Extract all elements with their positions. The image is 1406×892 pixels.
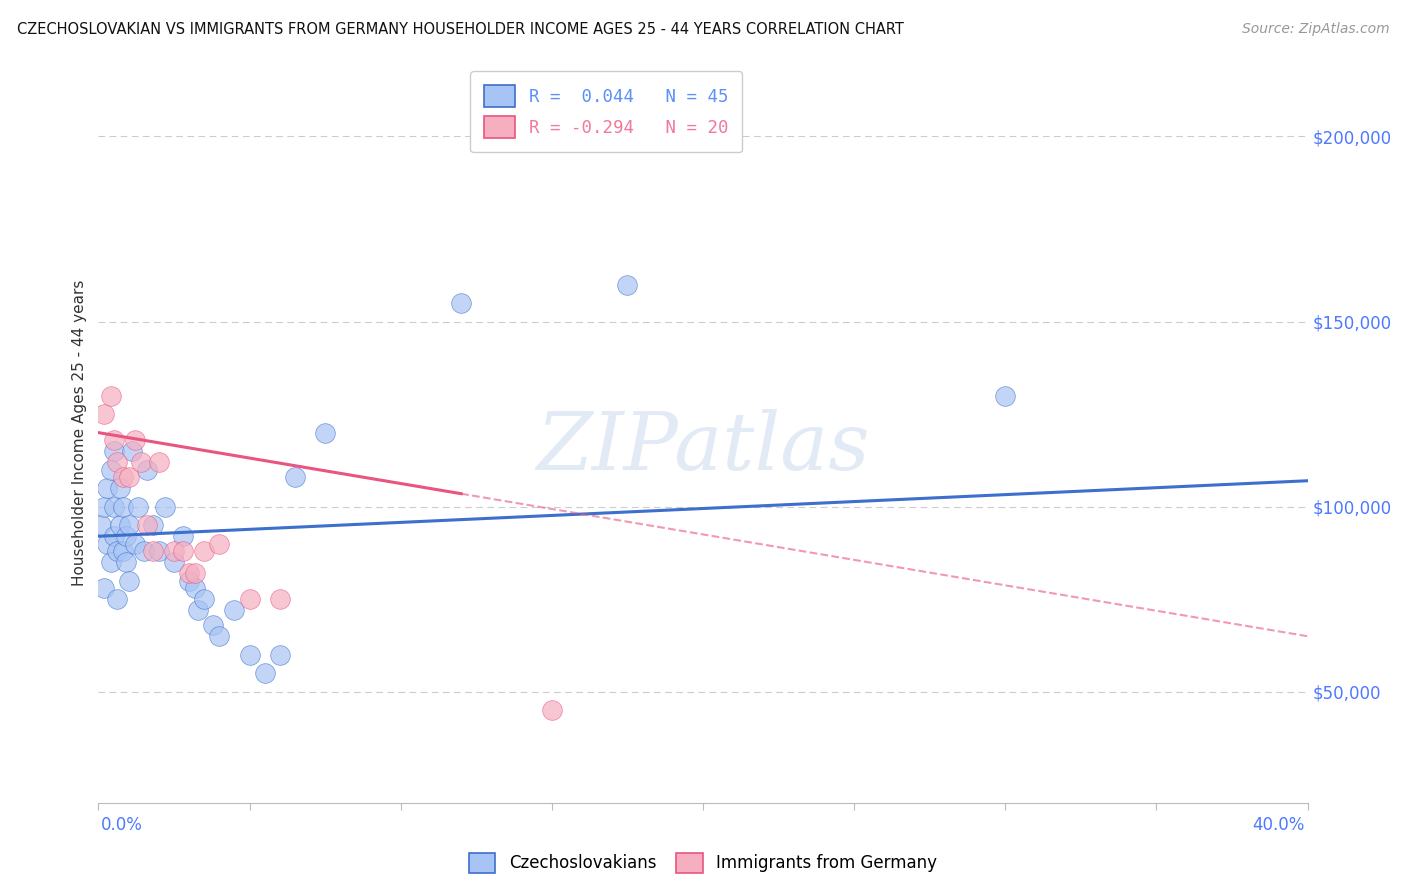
Point <box>103 529 125 543</box>
Point <box>93 500 115 514</box>
Point <box>193 592 215 607</box>
Point <box>124 536 146 550</box>
Point <box>208 536 231 550</box>
Text: ZIPatlas: ZIPatlas <box>536 409 870 486</box>
Text: Source: ZipAtlas.com: Source: ZipAtlas.com <box>1241 22 1389 37</box>
Point <box>103 433 125 447</box>
Point <box>184 566 207 581</box>
Point <box>269 648 291 662</box>
Point <box>111 500 134 514</box>
Point <box>90 518 112 533</box>
Point <box>135 518 157 533</box>
Point <box>163 544 186 558</box>
Point <box>121 444 143 458</box>
Point <box>103 444 125 458</box>
Point <box>172 529 194 543</box>
Point <box>540 703 562 717</box>
Point <box>93 581 115 595</box>
Point <box>616 277 638 292</box>
Point <box>111 470 134 484</box>
Point <box>148 455 170 469</box>
Legend: R =  0.044   N = 45, R = -0.294   N = 20: R = 0.044 N = 45, R = -0.294 N = 20 <box>470 71 742 153</box>
Point <box>114 555 136 569</box>
Point <box>187 603 209 617</box>
Point <box>93 407 115 421</box>
Point <box>96 481 118 495</box>
Point <box>148 544 170 558</box>
Point <box>253 666 276 681</box>
Point <box>118 574 141 588</box>
Point <box>450 296 472 310</box>
Point <box>105 455 128 469</box>
Text: 40.0%: 40.0% <box>1253 816 1305 834</box>
Point <box>135 462 157 476</box>
Y-axis label: Householder Income Ages 25 - 44 years: Householder Income Ages 25 - 44 years <box>72 279 87 586</box>
Point <box>100 462 122 476</box>
Text: CZECHOSLOVAKIAN VS IMMIGRANTS FROM GERMANY HOUSEHOLDER INCOME AGES 25 - 44 YEARS: CZECHOSLOVAKIAN VS IMMIGRANTS FROM GERMA… <box>17 22 904 37</box>
Point <box>108 518 131 533</box>
Text: 0.0%: 0.0% <box>101 816 143 834</box>
Point <box>100 555 122 569</box>
Point <box>111 544 134 558</box>
Point <box>179 574 201 588</box>
Point <box>208 629 231 643</box>
Point <box>163 555 186 569</box>
Point <box>132 544 155 558</box>
Point <box>127 500 149 514</box>
Point <box>118 518 141 533</box>
Point <box>314 425 336 440</box>
Point <box>96 536 118 550</box>
Point <box>239 592 262 607</box>
Point <box>202 618 225 632</box>
Point <box>103 500 125 514</box>
Point <box>172 544 194 558</box>
Point <box>224 603 246 617</box>
Point <box>118 470 141 484</box>
Point <box>193 544 215 558</box>
Point <box>124 433 146 447</box>
Point <box>108 481 131 495</box>
Point <box>184 581 207 595</box>
Point <box>105 592 128 607</box>
Legend: Czechoslovakians, Immigrants from Germany: Czechoslovakians, Immigrants from German… <box>463 847 943 880</box>
Point <box>114 529 136 543</box>
Point <box>239 648 262 662</box>
Point <box>269 592 291 607</box>
Point <box>284 470 307 484</box>
Point <box>142 544 165 558</box>
Point <box>142 518 165 533</box>
Point <box>994 389 1017 403</box>
Point <box>129 455 152 469</box>
Point <box>105 544 128 558</box>
Point <box>153 500 176 514</box>
Point <box>100 389 122 403</box>
Point <box>179 566 201 581</box>
